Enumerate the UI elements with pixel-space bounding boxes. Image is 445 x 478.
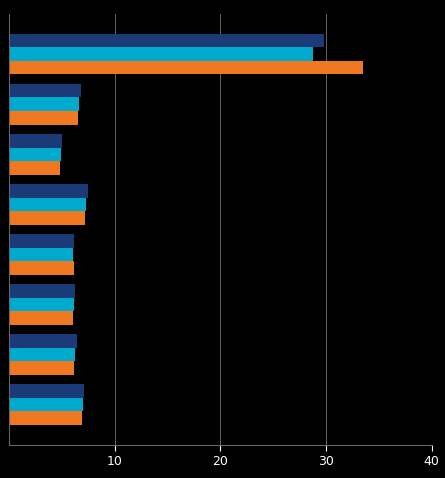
Bar bbox=[9, 98, 79, 111]
Bar bbox=[9, 261, 74, 275]
Bar bbox=[9, 211, 85, 225]
Bar bbox=[9, 234, 74, 248]
Bar bbox=[9, 311, 73, 325]
Bar bbox=[9, 334, 77, 348]
Bar bbox=[9, 197, 86, 211]
Bar bbox=[9, 348, 76, 361]
Bar bbox=[9, 248, 73, 261]
Bar bbox=[9, 84, 81, 98]
Bar bbox=[9, 134, 62, 148]
Bar bbox=[9, 361, 74, 375]
Bar bbox=[9, 398, 83, 412]
Bar bbox=[9, 161, 60, 174]
Bar bbox=[9, 34, 324, 47]
Bar bbox=[9, 61, 363, 75]
Bar bbox=[9, 184, 88, 197]
Bar bbox=[9, 47, 313, 61]
Bar bbox=[9, 284, 76, 298]
Bar bbox=[9, 111, 77, 125]
Bar bbox=[9, 148, 61, 161]
Bar bbox=[9, 412, 82, 425]
Bar bbox=[9, 298, 74, 311]
Bar bbox=[9, 384, 84, 398]
